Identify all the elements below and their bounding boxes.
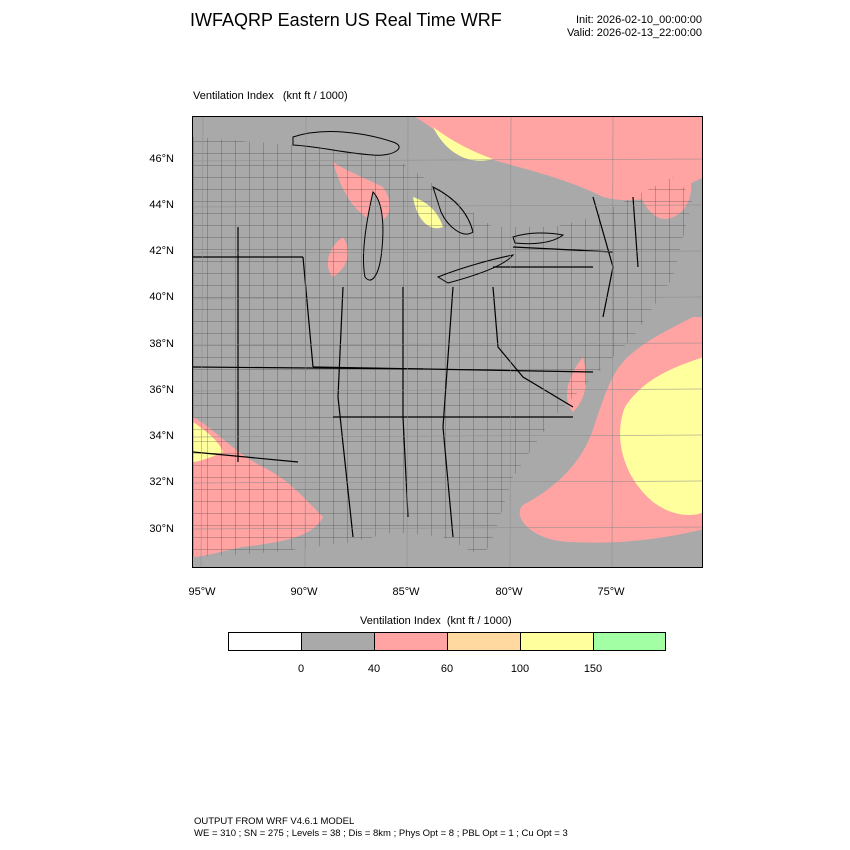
state-borders (193, 196, 639, 538)
lat-label: 42°N (149, 245, 174, 257)
colorbar-tick-label: 100 (510, 663, 530, 675)
lat-label: 40°N (149, 291, 174, 303)
lat-label: 34°N (149, 430, 174, 442)
us-land-counties (193, 137, 693, 557)
model-config: WE = 310 ; SN = 275 ; Levels = 38 ; Dis … (194, 828, 568, 839)
init-time: Init: 2026-02-10_00:00:00 (576, 14, 702, 26)
lat-label: 44°N (149, 199, 174, 211)
lat-label: 46°N (149, 153, 174, 165)
colorbar-swatch (301, 632, 375, 651)
colorbar-swatch (374, 632, 448, 651)
valid-time: Valid: 2026-02-13_22:00:00 (567, 27, 702, 39)
lon-label: 90°W (290, 586, 318, 598)
colorbar-tick-label: 0 (297, 663, 305, 675)
graticule (193, 117, 702, 567)
lon-label: 95°W (188, 586, 216, 598)
model-info: OUTPUT FROM WRF V4.6.1 MODEL WE = 310 ; … (194, 816, 568, 840)
colorbar-swatch (447, 632, 521, 651)
colorbar-tick-label: 60 (440, 663, 454, 675)
ontario-yellow (433, 127, 493, 161)
lon-label: 85°W (392, 586, 420, 598)
colorbar-tick-label: 150 (583, 663, 603, 675)
colorbar-tick-label: 40 (367, 663, 381, 675)
colorbar-swatch (520, 632, 594, 651)
lon-label: 80°W (495, 586, 523, 598)
lat-label: 38°N (149, 338, 174, 350)
map-panel (192, 116, 703, 568)
lat-label: 32°N (149, 476, 174, 488)
lat-label: 36°N (149, 384, 174, 396)
colorbar-swatch (593, 632, 666, 651)
field-title: Ventilation Index (knt ft / 1000) (193, 90, 348, 102)
colorbar-title: Ventilation Index (knt ft / 1000) (360, 615, 512, 627)
colorbar-swatch (228, 632, 302, 651)
lon-label: 75°W (597, 586, 625, 598)
plot-title: IWFAQRP Eastern US Real Time WRF (190, 10, 502, 30)
model-version: OUTPUT FROM WRF V4.6.1 MODEL (194, 816, 355, 827)
lat-label: 30°N (149, 523, 174, 535)
run-times: Init: 2026-02-10_00:00:00 Valid: 2026-02… (530, 14, 702, 40)
map-svg (193, 117, 702, 567)
ontario-pink (415, 117, 702, 201)
atlantic-yellow (620, 357, 702, 515)
